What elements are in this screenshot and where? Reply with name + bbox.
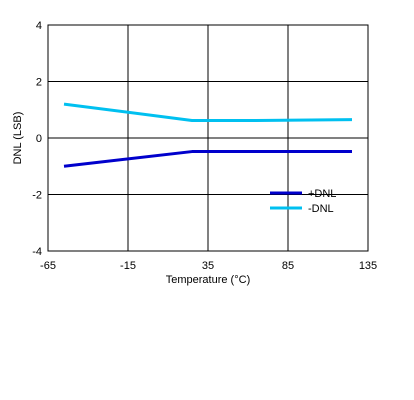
legend: +DNL -DNL — [270, 188, 336, 215]
legend-label: -DNL — [308, 203, 334, 215]
series-layer — [63, 102, 353, 168]
x-tick-label: 85 — [282, 260, 294, 272]
series-line-plus-dnl — [63, 150, 352, 168]
x-axis-tick-labels: -65 -15 35 85 135 — [40, 260, 377, 272]
y-tick-label: -2 — [32, 190, 42, 202]
legend-label: +DNL — [308, 188, 336, 200]
x-tick-label: -65 — [40, 260, 56, 272]
grid-lines — [48, 25, 368, 251]
plot-area-frame — [47, 24, 369, 252]
x-tick-label: 135 — [359, 260, 377, 272]
y-axis-label: DNL (LSB) — [12, 112, 24, 165]
series-line-minus-dnl — [63, 102, 353, 122]
y-tick-label: -4 — [32, 246, 42, 258]
y-tick-label: 2 — [36, 77, 42, 89]
x-tick-label: 35 — [202, 260, 214, 272]
x-tick-label: -15 — [120, 260, 136, 272]
x-axis-label: Temperature (°C) — [166, 274, 250, 286]
y-tick-label: 0 — [36, 133, 42, 145]
y-axis-tick-labels: 4 2 0 -2 -4 — [32, 20, 42, 258]
y-tick-label: 4 — [36, 20, 42, 32]
